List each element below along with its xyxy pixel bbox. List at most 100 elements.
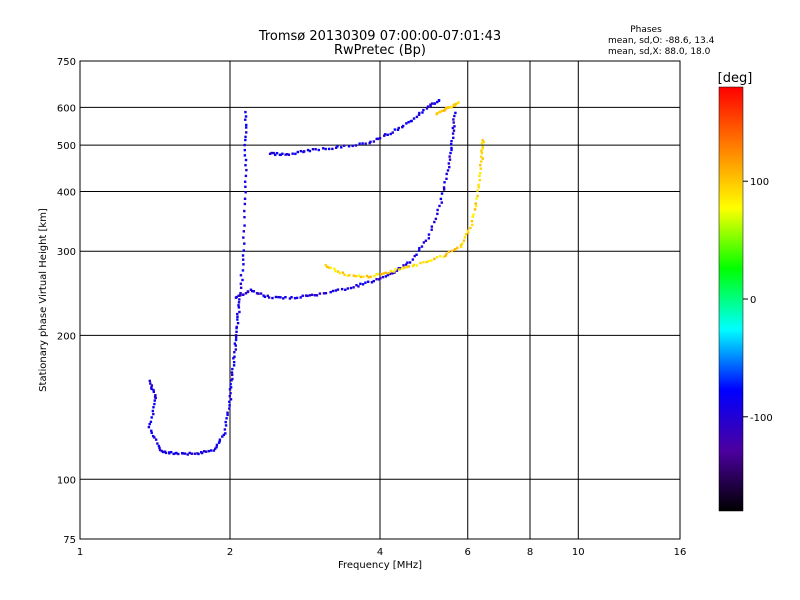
data-point bbox=[429, 103, 432, 106]
data-point bbox=[420, 245, 424, 248]
data-point bbox=[410, 119, 413, 123]
data-point bbox=[244, 185, 247, 189]
data-point bbox=[246, 290, 250, 294]
data-point bbox=[228, 388, 232, 391]
data-point bbox=[421, 111, 424, 114]
data-point bbox=[424, 239, 428, 242]
data-point bbox=[202, 450, 206, 453]
data-point bbox=[204, 450, 208, 453]
data-point bbox=[436, 111, 439, 115]
data-point bbox=[372, 140, 376, 143]
data-point bbox=[375, 278, 378, 281]
data-point bbox=[243, 180, 247, 183]
data-point bbox=[369, 275, 372, 278]
data-point bbox=[244, 126, 248, 129]
data-point bbox=[470, 219, 474, 223]
data-point bbox=[243, 154, 247, 157]
data-point bbox=[311, 147, 315, 151]
data-point bbox=[352, 286, 355, 289]
data-point bbox=[304, 294, 308, 297]
data-point bbox=[236, 315, 239, 319]
data-point bbox=[457, 101, 460, 104]
data-point bbox=[239, 291, 242, 295]
y-tick-label: 500 bbox=[57, 141, 76, 152]
data-point bbox=[149, 420, 153, 424]
data-point bbox=[239, 282, 243, 285]
y-axis-label: Stationary phase Virtual Height [km] bbox=[38, 208, 49, 392]
y-tick-label: 600 bbox=[57, 103, 76, 114]
data-point bbox=[369, 140, 372, 144]
stats-heading: Phases bbox=[630, 25, 662, 35]
data-point bbox=[152, 390, 155, 394]
data-point bbox=[439, 110, 442, 113]
data-point bbox=[442, 186, 446, 189]
data-point bbox=[215, 445, 218, 449]
data-point bbox=[413, 254, 416, 258]
data-point bbox=[318, 292, 322, 295]
data-point bbox=[407, 120, 410, 124]
data-point bbox=[346, 274, 350, 277]
data-point bbox=[389, 132, 392, 136]
data-point bbox=[338, 271, 341, 275]
data-point bbox=[375, 273, 378, 276]
data-point bbox=[257, 292, 260, 295]
data-point bbox=[480, 142, 484, 145]
data-point bbox=[393, 128, 397, 131]
data-point bbox=[447, 162, 451, 165]
data-point bbox=[232, 360, 236, 364]
data-point bbox=[418, 111, 421, 115]
data-point bbox=[408, 261, 412, 264]
data-point bbox=[346, 287, 350, 290]
data-point bbox=[450, 148, 453, 152]
data-point bbox=[150, 387, 153, 391]
data-point bbox=[415, 264, 419, 267]
colorbar-label: [deg] bbox=[718, 71, 753, 86]
data-point bbox=[150, 431, 153, 435]
data-point bbox=[448, 165, 451, 169]
data-point bbox=[359, 282, 362, 286]
data-point bbox=[336, 270, 340, 273]
data-point bbox=[244, 135, 247, 139]
data-point bbox=[415, 115, 419, 119]
data-point bbox=[478, 174, 481, 178]
stats-line-o: mean, sd,O: -88.6, 13.4 bbox=[608, 36, 715, 46]
data-point bbox=[395, 269, 399, 272]
data-point bbox=[376, 137, 380, 141]
chart-title: Tromsø 20130309 07:00:00-07:01:43 bbox=[258, 29, 501, 44]
data-point bbox=[382, 272, 385, 275]
data-point bbox=[221, 435, 224, 438]
data-point bbox=[243, 197, 247, 200]
data-point bbox=[156, 442, 159, 445]
data-point bbox=[148, 422, 151, 426]
data-point bbox=[480, 160, 483, 163]
stats-line-x: mean, sd,X: 88.0, 18.0 bbox=[608, 47, 711, 57]
data-point bbox=[149, 382, 152, 385]
x-tick-label: 6 bbox=[465, 547, 471, 558]
data-point bbox=[449, 142, 453, 146]
data-point bbox=[427, 237, 431, 240]
data-point bbox=[242, 293, 245, 296]
data-point bbox=[370, 281, 374, 284]
data-point bbox=[404, 263, 408, 266]
data-point bbox=[441, 109, 444, 113]
data-point bbox=[238, 310, 241, 314]
data-point bbox=[243, 148, 246, 152]
data-point bbox=[212, 449, 216, 452]
data-point bbox=[386, 273, 390, 277]
data-point bbox=[351, 144, 354, 148]
data-point bbox=[275, 151, 279, 155]
x-tick-label: 10 bbox=[572, 547, 585, 558]
data-point bbox=[406, 261, 409, 264]
x-tick-label: 1 bbox=[77, 547, 83, 558]
data-point bbox=[331, 289, 335, 293]
data-point bbox=[324, 292, 328, 295]
data-point bbox=[237, 304, 240, 307]
data-point bbox=[329, 290, 332, 294]
data-point bbox=[237, 301, 241, 304]
data-point bbox=[403, 266, 406, 269]
data-point bbox=[443, 109, 446, 112]
data-point bbox=[244, 292, 248, 295]
data-point bbox=[477, 183, 480, 187]
data-point bbox=[324, 263, 327, 267]
